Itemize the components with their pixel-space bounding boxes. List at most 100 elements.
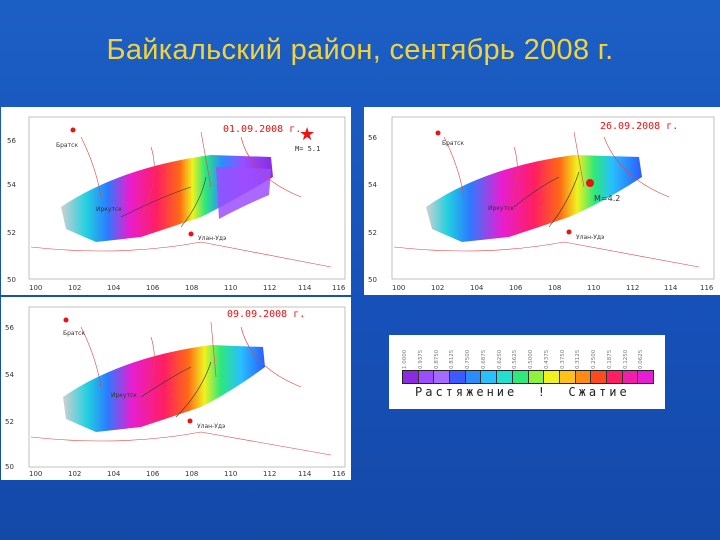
svg-text:100: 100 [29,470,42,478]
irkutsk-label: Иркутск [111,392,137,399]
legend-ticks: 1.0000 0.9375 0.8750 0.8125 0.7500 0.687… [402,339,654,369]
legend-tick: 0.5625 [512,349,519,369]
legend-swatch [591,371,607,383]
map-date: 09.09.2008 г. [227,309,305,320]
legend-swatch [559,371,576,383]
svg-text:114: 114 [664,284,678,292]
legend-swatch [418,371,435,383]
svg-text:50: 50 [5,463,14,471]
irkutsk-label: Иркутск [488,205,514,212]
svg-text:56: 56 [7,137,16,145]
magnitude-label: M= 5.1 [295,145,320,153]
bratsk-label: Братск [56,142,78,149]
svg-text:110: 110 [224,284,237,292]
legend-swatch [622,371,639,383]
ulan-ude-label: Улан-Удэ [576,234,604,241]
legend-swatch [638,371,653,383]
svg-text:104: 104 [107,470,121,478]
epicenter-star-icon: ★ [299,124,315,144]
svg-text:52: 52 [5,418,14,426]
slide-title: Байкальский район, сентябрь 2008 г. [106,34,614,66]
legend-tick: 0.6250 [496,349,503,369]
contour-map: Братск Иркутск Улан-Удэ 01.09.2008 г. ★ … [7,116,346,292]
x-axis-ticks: 100 102 104 106 108 110 112 114 116 [29,470,346,478]
bratsk-marker [435,130,441,136]
bratsk-marker [63,317,69,323]
legend-swatch [497,371,513,383]
svg-text:114: 114 [298,284,312,292]
ulan-ude-marker [566,229,572,235]
ulan-ude-label: Улан-Удэ [198,235,226,242]
svg-text:112: 112 [263,284,276,292]
legend-swatch [481,371,498,383]
svg-text:102: 102 [68,284,81,292]
legend-swatch [434,371,451,383]
magnitude-label: M=4.2 [594,194,620,203]
legend-tick: 0.2500 [591,349,597,369]
svg-text:100: 100 [29,284,42,292]
svg-text:112: 112 [626,284,639,292]
y-axis-ticks: 56 54 52 50 [5,324,14,471]
map-panel-0109: Братск Иркутск Улан-Удэ 01.09.2008 г. ★ … [1,107,351,295]
legend-swatch [606,371,623,383]
legend-tick: 0.7500 [465,349,471,369]
svg-text:108: 108 [185,284,198,292]
bratsk-label: Братск [442,140,464,147]
svg-text:114: 114 [298,470,312,478]
svg-text:116: 116 [332,284,346,292]
svg-text:116: 116 [700,284,714,292]
ulan-ude-label: Улан-Удэ [197,423,225,430]
epicenter-dot-icon [586,179,594,187]
contour-map: Братск Иркутск Улан-Удэ 09.09.2008 г. 56… [5,306,346,478]
legend-tick: 0.3750 [559,349,566,369]
svg-text:56: 56 [368,134,377,142]
svg-text:110: 110 [224,470,237,478]
svg-text:104: 104 [107,284,121,292]
svg-text:102: 102 [431,284,444,292]
x-axis-ticks: 100 102 104 106 108 110 112 114 116 [392,284,714,292]
bratsk-marker [70,127,76,133]
map-date: 01.09.2008 г. [223,124,301,135]
legend-tick: 0.0625 [638,349,645,369]
ulan-ude-marker [187,418,193,424]
svg-text:102: 102 [68,470,81,478]
legend-tick: 0.5000 [528,349,534,369]
bratsk-label: Братск [63,330,85,337]
svg-text:50: 50 [7,276,16,284]
svg-text:116: 116 [332,470,346,478]
legend-tick: 0.8125 [449,349,456,369]
legend-tick: 0.3125 [575,349,582,369]
svg-text:106: 106 [146,470,160,478]
svg-text:108: 108 [185,470,198,478]
svg-text:100: 100 [392,284,405,292]
map-panel-0909: Братск Иркутск Улан-Удэ 09.09.2008 г. 56… [1,297,351,480]
svg-text:108: 108 [548,284,561,292]
legend-tick: 1.0000 [402,349,408,369]
legend-caption: Растяжение ! Сжатие [415,385,630,399]
svg-text:50: 50 [368,276,377,284]
map-date: 26.09.2008 г. [600,121,678,132]
legend-swatch [575,371,592,383]
svg-text:54: 54 [5,371,14,379]
svg-text:52: 52 [368,229,377,237]
svg-text:54: 54 [7,181,16,189]
legend-color-bar [402,370,654,384]
legend-tick: 0.1875 [606,349,613,369]
legend-swatch [403,371,419,383]
y-axis-ticks: 56 54 52 50 [7,137,16,284]
color-legend: 1.0000 0.9375 0.8750 0.8125 0.7500 0.687… [389,335,665,409]
legend-swatch [512,371,529,383]
svg-text:106: 106 [509,284,523,292]
y-axis-ticks: 56 54 52 50 [368,134,377,284]
x-axis-ticks: 100 102 104 106 108 110 112 114 116 [29,284,346,292]
legend-swatch [544,371,560,383]
svg-text:52: 52 [7,229,16,237]
svg-text:106: 106 [146,284,160,292]
svg-text:104: 104 [470,284,484,292]
legend-tick: 0.4375 [543,349,550,369]
ulan-ude-marker [188,231,194,237]
legend-tick: 0.8750 [433,349,440,369]
legend-swatch [528,371,545,383]
contour-map: Братск Иркутск Улан-Удэ 26.09.2008 г. M=… [368,116,715,292]
stress-field [63,345,265,432]
